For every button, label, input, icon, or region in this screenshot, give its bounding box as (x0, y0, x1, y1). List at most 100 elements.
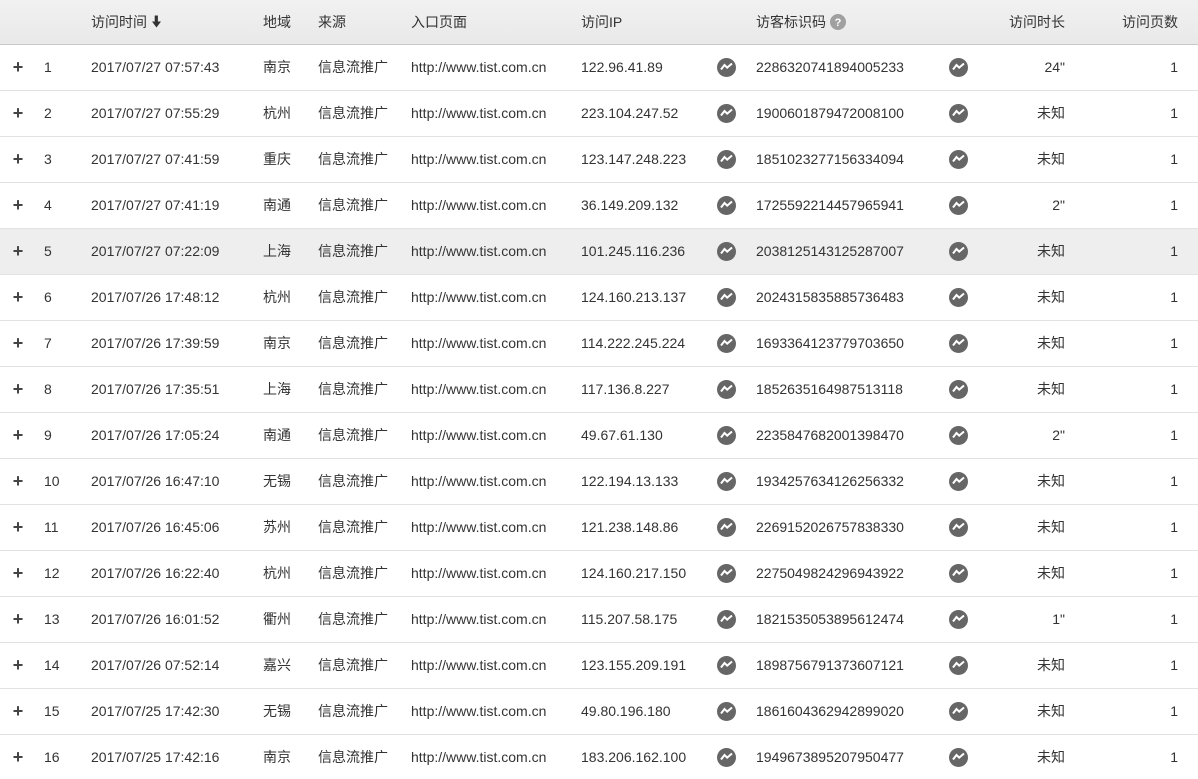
visit-ip-cell: 122.96.41.89 (578, 44, 706, 91)
visitor-id-cell: 2235847682001398470 (746, 412, 938, 459)
row-index: 2 (36, 90, 88, 137)
visitor-trend-cell (938, 550, 978, 597)
expand-row-icon[interactable]: + (12, 195, 24, 215)
region-cell: 南京 (254, 320, 306, 367)
ip-trend-cell (706, 320, 746, 367)
header-visit-ip[interactable]: 访问IP (578, 0, 706, 45)
ip-trend-icon[interactable] (716, 655, 736, 675)
visit-pages-cell: 1 (1068, 596, 1198, 643)
header-visit-duration[interactable]: 访问时长 (978, 0, 1068, 45)
header-visit-time[interactable]: 访问时间 (88, 0, 254, 45)
header-ip-trend-column (706, 0, 746, 45)
visitor-trend-icon[interactable] (948, 471, 968, 491)
table-row: + 1 2017/07/27 07:57:43 南京 信息流推广 http://… (0, 44, 1198, 91)
header-visit-pages[interactable]: 访问页数 (1068, 0, 1198, 45)
visitor-trend-icon[interactable] (948, 655, 968, 675)
expand-row-icon[interactable]: + (12, 425, 24, 445)
expand-row-icon[interactable]: + (12, 241, 24, 261)
ip-trend-icon[interactable] (716, 195, 736, 215)
expand-row-icon[interactable]: + (12, 517, 24, 537)
expand-row-icon[interactable]: + (12, 287, 24, 307)
visitor-trend-icon[interactable] (948, 103, 968, 123)
row-index: 1 (36, 44, 88, 91)
expand-row-icon[interactable]: + (12, 655, 24, 675)
entry-page-cell: http://www.tist.com.cn (408, 320, 578, 367)
expand-row-icon[interactable]: + (12, 609, 24, 629)
expand-row-icon[interactable]: + (12, 471, 24, 491)
visit-time-cell: 2017/07/26 16:45:06 (88, 504, 254, 551)
ip-trend-icon[interactable] (716, 149, 736, 169)
expand-row-icon[interactable]: + (12, 747, 24, 767)
entry-page-cell: http://www.tist.com.cn (408, 412, 578, 459)
sort-desc-icon[interactable] (151, 15, 162, 28)
visit-time-cell: 2017/07/26 07:52:14 (88, 642, 254, 689)
visitor-trend-cell (938, 274, 978, 321)
ip-trend-icon[interactable] (716, 747, 736, 767)
visitor-trend-cell (938, 596, 978, 643)
expand-row-icon[interactable]: + (12, 149, 24, 169)
source-label: 来源 (318, 13, 346, 30)
ip-trend-cell (706, 274, 746, 321)
entry-page-cell: http://www.tist.com.cn (408, 688, 578, 735)
expand-row-icon[interactable]: + (12, 333, 24, 353)
visitor-id-cell: 1934257634126256332 (746, 458, 938, 505)
visitor-trend-icon[interactable] (948, 149, 968, 169)
ip-trend-icon[interactable] (716, 57, 736, 77)
visitor-trend-icon[interactable] (948, 701, 968, 721)
expand-row-icon[interactable]: + (12, 103, 24, 123)
visit-duration-cell: 未知 (978, 320, 1068, 367)
visitor-trend-icon[interactable] (948, 609, 968, 629)
visit-ip-cell: 124.160.213.137 (578, 274, 706, 321)
ip-trend-icon[interactable] (716, 563, 736, 583)
row-index: 7 (36, 320, 88, 367)
visit-duration-cell: 未知 (978, 642, 1068, 689)
ip-trend-cell (706, 688, 746, 735)
visitor-trend-icon[interactable] (948, 563, 968, 583)
expand-row-icon[interactable]: + (12, 379, 24, 399)
expand-row-icon[interactable]: + (12, 701, 24, 721)
visit-pages-cell: 1 (1068, 550, 1198, 597)
ip-trend-icon[interactable] (716, 287, 736, 307)
expand-row-icon[interactable]: + (12, 57, 24, 77)
visitor-trend-icon[interactable] (948, 195, 968, 215)
ip-trend-icon[interactable] (716, 701, 736, 721)
visitor-trend-icon[interactable] (948, 241, 968, 261)
visitor-trend-icon[interactable] (948, 287, 968, 307)
row-index: 9 (36, 412, 88, 459)
table-row: + 6 2017/07/26 17:48:12 杭州 信息流推广 http://… (0, 274, 1198, 321)
visit-time-cell: 2017/07/26 16:01:52 (88, 596, 254, 643)
visit-ip-cell: 101.245.116.236 (578, 228, 706, 275)
visitor-trend-icon[interactable] (948, 747, 968, 767)
visit-ip-cell: 36.149.209.132 (578, 182, 706, 229)
ip-trend-icon[interactable] (716, 609, 736, 629)
visitor-trend-icon[interactable] (948, 517, 968, 537)
ip-trend-icon[interactable] (716, 241, 736, 261)
region-cell: 杭州 (254, 274, 306, 321)
header-region[interactable]: 地域 (254, 0, 306, 45)
region-label: 地域 (263, 13, 291, 30)
visit-ip-cell: 223.104.247.52 (578, 90, 706, 137)
visitor-trend-icon[interactable] (948, 57, 968, 77)
ip-trend-icon[interactable] (716, 471, 736, 491)
visit-pages-cell: 1 (1068, 228, 1198, 275)
visit-pages-cell: 1 (1068, 44, 1198, 91)
visitor-trend-icon[interactable] (948, 333, 968, 353)
ip-trend-icon[interactable] (716, 333, 736, 353)
header-entry-page[interactable]: 入口页面 (408, 0, 578, 45)
expand-row-icon[interactable]: + (12, 563, 24, 583)
expand-cell: + (0, 182, 36, 229)
visitor-trend-icon[interactable] (948, 379, 968, 399)
visit-ip-cell: 49.80.196.180 (578, 688, 706, 735)
ip-trend-icon[interactable] (716, 103, 736, 123)
ip-trend-icon[interactable] (716, 379, 736, 399)
source-cell: 信息流推广 (306, 550, 408, 597)
visitor-trend-icon[interactable] (948, 425, 968, 445)
table-header: 访问时间 地域 来源 入口页面 访问IP (0, 0, 1198, 45)
help-icon[interactable]: ? (830, 13, 846, 30)
header-source[interactable]: 来源 (306, 0, 408, 45)
ip-trend-icon[interactable] (716, 425, 736, 445)
ip-trend-icon[interactable] (716, 517, 736, 537)
expand-cell: + (0, 274, 36, 321)
source-cell: 信息流推广 (306, 320, 408, 367)
header-visitor-id[interactable]: 访客标识码 ? (746, 0, 938, 45)
